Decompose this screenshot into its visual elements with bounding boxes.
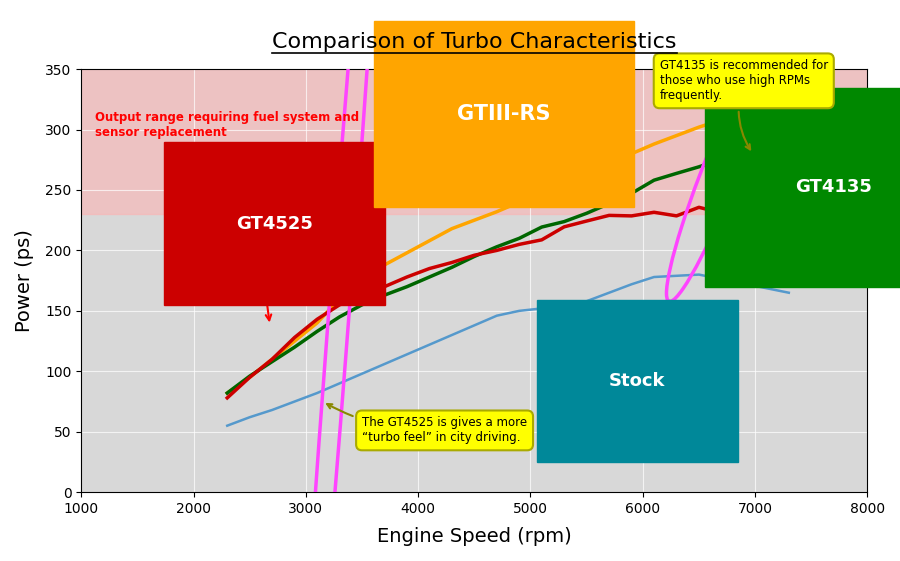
Y-axis label: Power (ps): Power (ps) — [15, 229, 34, 332]
Text: Stock: Stock — [609, 372, 666, 390]
Bar — [81, 69, 868, 214]
Text: The GT4525 is gives a more
“turbo feel” in city driving.: The GT4525 is gives a more “turbo feel” … — [327, 404, 527, 444]
Text: GTIII-RS: GTIII-RS — [457, 104, 551, 124]
Text: Comparison of Turbo Characteristics: Comparison of Turbo Characteristics — [272, 32, 677, 52]
Text: Output range requiring fuel system and
sensor replacement: Output range requiring fuel system and s… — [94, 112, 359, 140]
X-axis label: Engine Speed (rpm): Engine Speed (rpm) — [377, 527, 572, 546]
Text: GT4135 is recommended for
those who use high RPMs
frequently.: GT4135 is recommended for those who use … — [660, 59, 828, 149]
Text: GT4135: GT4135 — [796, 178, 872, 196]
Text: GT4525: GT4525 — [236, 215, 313, 233]
